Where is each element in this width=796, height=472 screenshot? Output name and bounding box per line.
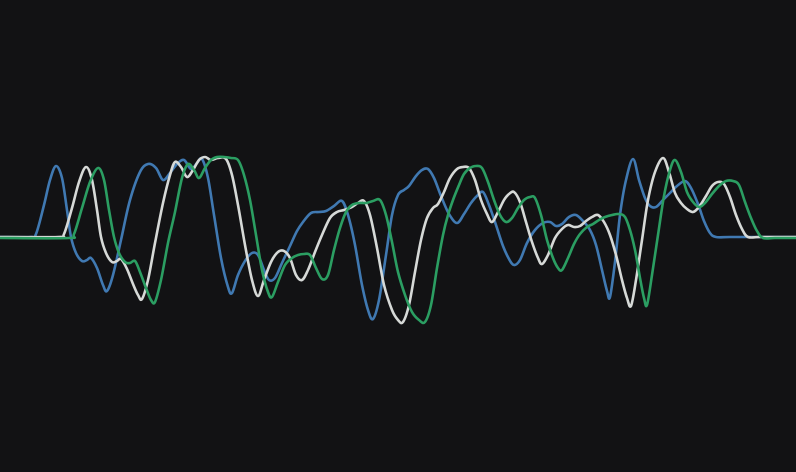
green-wave-path [0,155,796,325]
blue-wave-path [0,157,796,321]
white-wave-path [0,155,796,325]
